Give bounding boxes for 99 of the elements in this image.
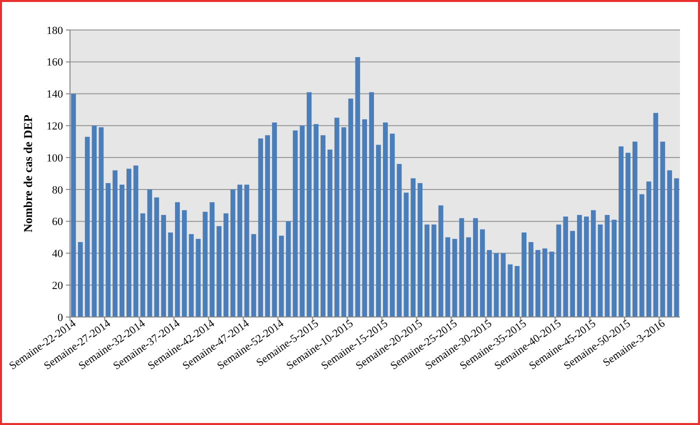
bar — [590, 210, 596, 317]
bar — [556, 224, 562, 317]
bar — [272, 122, 277, 317]
bar — [112, 170, 118, 317]
bar — [639, 194, 644, 317]
bar — [612, 220, 617, 317]
bar — [237, 184, 242, 317]
bar — [376, 144, 381, 317]
bar — [120, 184, 124, 317]
bar — [598, 224, 603, 317]
bar — [563, 216, 568, 317]
bar — [459, 218, 464, 317]
bar — [514, 266, 520, 317]
bar — [265, 135, 270, 317]
bar — [168, 232, 173, 317]
bar — [140, 213, 146, 317]
bar — [390, 134, 395, 317]
bar — [508, 264, 513, 317]
bar — [424, 224, 430, 317]
bar — [328, 150, 332, 317]
bar — [535, 250, 540, 317]
y-tick-label: 40 — [52, 248, 64, 260]
y-axis-title: Nombre de cas de DEP — [21, 114, 35, 232]
y-tick-label: 0 — [58, 312, 64, 324]
bar — [626, 152, 630, 317]
y-tick-label: 180 — [46, 24, 64, 37]
bar — [618, 146, 624, 317]
bar — [126, 168, 132, 317]
bar — [188, 234, 194, 317]
bar — [98, 127, 104, 317]
bar — [314, 124, 319, 317]
bar — [106, 183, 111, 317]
bar — [355, 57, 360, 317]
bar — [466, 237, 472, 317]
bar — [320, 135, 326, 317]
bar — [431, 224, 436, 317]
y-tick-label: 80 — [52, 184, 64, 196]
bar — [306, 92, 312, 317]
bar — [452, 238, 458, 317]
bar — [667, 170, 672, 317]
bar — [410, 178, 416, 317]
bar — [674, 178, 679, 317]
bar — [549, 252, 554, 317]
bar — [445, 237, 450, 317]
y-tick-label: 60 — [52, 216, 64, 228]
bar — [133, 166, 138, 317]
bar — [632, 142, 638, 317]
bar — [486, 250, 492, 317]
bar — [341, 127, 346, 317]
bar — [286, 221, 291, 317]
bar — [660, 142, 666, 317]
bar — [224, 213, 228, 317]
bar — [480, 229, 485, 317]
bar — [244, 184, 250, 317]
bar — [570, 230, 575, 317]
bar — [418, 183, 422, 317]
bar — [300, 126, 305, 317]
bar — [542, 248, 548, 317]
bar — [653, 112, 658, 317]
bar — [646, 181, 652, 317]
bar — [92, 126, 97, 317]
bar — [230, 189, 236, 317]
bar — [251, 234, 256, 317]
bar — [528, 242, 534, 317]
bar — [494, 253, 499, 317]
bar — [210, 202, 215, 317]
bar — [78, 242, 83, 317]
y-tick-label: 100 — [46, 152, 64, 164]
bar — [577, 214, 582, 317]
bar — [362, 119, 368, 317]
bar — [216, 226, 222, 317]
bar — [154, 197, 160, 317]
y-tick-label: 20 — [52, 280, 64, 292]
bar — [369, 92, 374, 317]
bar — [196, 238, 201, 317]
bar — [292, 130, 298, 317]
bar — [382, 122, 388, 317]
y-tick-label: 120 — [46, 120, 64, 133]
bar — [348, 98, 354, 317]
bar — [438, 205, 444, 317]
y-tick-label: 160 — [46, 56, 64, 69]
bar — [202, 212, 208, 317]
bar — [175, 202, 180, 317]
bar — [84, 136, 90, 317]
bar — [584, 216, 589, 317]
bar — [182, 210, 187, 317]
bar — [522, 232, 526, 317]
bar — [396, 164, 402, 317]
bar — [258, 138, 264, 317]
y-tick-label: 140 — [46, 88, 64, 101]
bar — [604, 214, 610, 317]
bar — [404, 192, 409, 317]
bar — [334, 118, 340, 317]
bar — [473, 218, 478, 317]
bar — [147, 189, 152, 317]
bar — [71, 94, 76, 317]
bar — [161, 214, 166, 317]
bar — [278, 236, 284, 317]
bar — [500, 253, 506, 317]
